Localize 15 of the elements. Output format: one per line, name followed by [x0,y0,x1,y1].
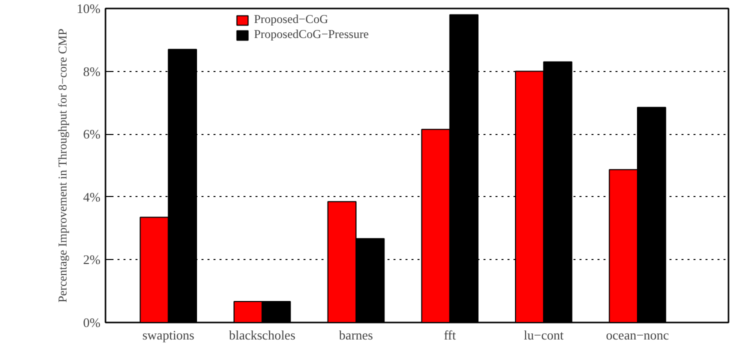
x-tick-label: blackscholes [228,328,296,342]
y-tick-label: 8% [83,64,101,79]
y-tick-label: 0% [83,315,101,330]
x-tick-label: barnes [339,328,373,342]
x-tick-label: swaptions [142,328,194,342]
legend-label: Proposed−CoG [254,12,328,27]
x-tick-label: ocean−nonc [606,328,670,342]
x-tick-label: fft [444,328,456,342]
x-tick-label: lu−cont [524,328,564,342]
y-axis-title: Percentage Improvement in Throughput for 8−core CMP [56,28,70,303]
y-tick-label: 4% [83,189,101,204]
legend-label: ProposedCoG−Pressure [254,27,369,42]
y-tick-label: 6% [83,126,101,142]
y-tick-label: 2% [83,252,101,268]
y-tick-label: 10% [76,1,101,16]
